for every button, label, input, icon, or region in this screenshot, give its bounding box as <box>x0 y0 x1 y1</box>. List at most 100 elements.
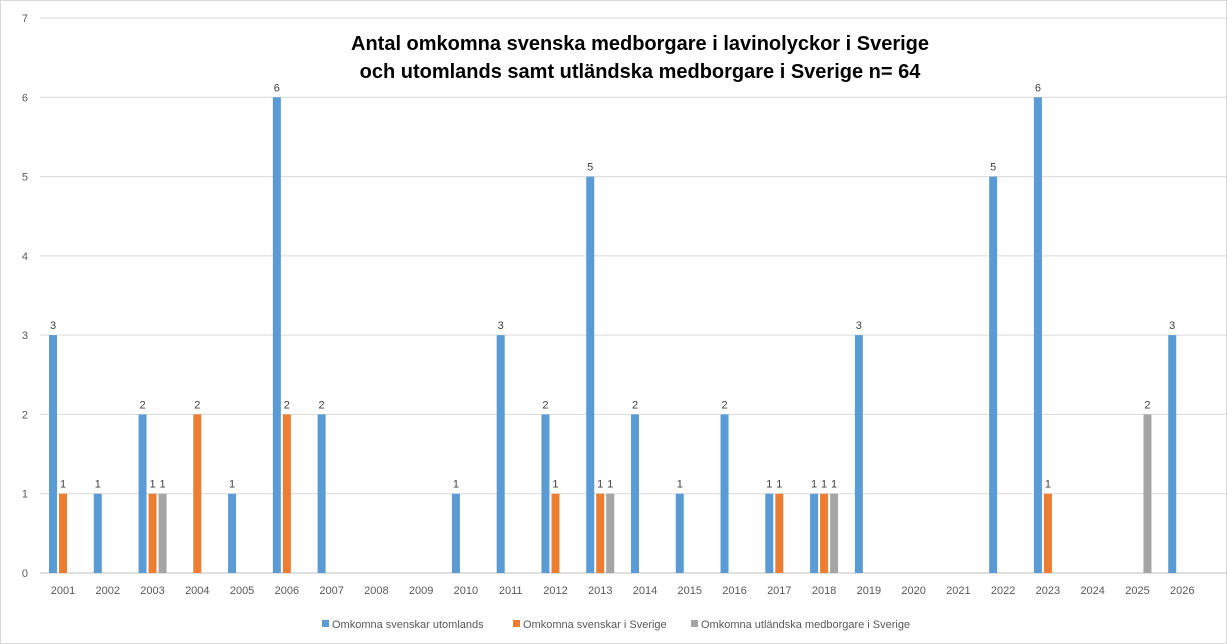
data-label: 1 <box>776 479 782 491</box>
x-tick-label: 2001 <box>51 585 75 597</box>
bar <box>451 493 460 573</box>
bar <box>93 493 102 573</box>
y-tick-label: 4 <box>22 251 28 263</box>
bar <box>1033 97 1042 574</box>
bar <box>775 493 784 573</box>
data-label: 1 <box>607 479 613 491</box>
bar <box>317 414 326 573</box>
x-tick-label: 2021 <box>946 585 970 597</box>
x-tick-label: 2005 <box>230 585 254 597</box>
bar <box>193 414 202 573</box>
bar <box>586 176 595 574</box>
bar <box>49 335 57 573</box>
bar <box>631 414 639 573</box>
bar <box>541 414 550 573</box>
x-tick-label: 2009 <box>409 585 433 597</box>
legend-label: Omkomna utländska medborgare i Sverige <box>701 619 910 631</box>
data-label: 1 <box>677 479 683 491</box>
x-tick-label: 2019 <box>857 585 881 597</box>
data-label: 6 <box>1035 82 1041 94</box>
data-label: 2 <box>1144 399 1150 411</box>
legend-swatch <box>691 620 698 627</box>
bar <box>765 493 774 573</box>
data-label: 5 <box>587 162 593 174</box>
data-label: 1 <box>552 479 558 491</box>
data-label: 2 <box>194 399 200 411</box>
data-label: 2 <box>632 399 638 411</box>
data-label: 1 <box>149 479 155 491</box>
data-label: 1 <box>159 479 165 491</box>
x-tick-label: 2006 <box>275 585 299 597</box>
x-tick-label: 2020 <box>901 585 925 597</box>
bar <box>675 493 684 573</box>
data-label: 2 <box>284 399 290 411</box>
y-tick-label: 6 <box>22 92 28 104</box>
legend-swatch <box>322 620 329 627</box>
data-label: 1 <box>1045 479 1051 491</box>
x-tick-label: 2008 <box>364 585 388 597</box>
bar <box>282 414 291 573</box>
data-label: 3 <box>50 320 56 332</box>
x-tick-label: 2013 <box>588 585 612 597</box>
bar <box>148 493 157 573</box>
bar <box>496 335 505 573</box>
chart-title-line-2: och utomlands samt utländska medborgare … <box>359 61 921 83</box>
x-tick-label: 2007 <box>319 585 343 597</box>
data-label: 6 <box>274 82 280 94</box>
legend-label: Omkomna svenskar utomlands <box>332 619 484 631</box>
data-label: 2 <box>139 399 145 411</box>
data-label: 1 <box>766 479 772 491</box>
bar <box>854 335 863 573</box>
bar <box>551 493 560 573</box>
bar <box>59 493 67 573</box>
bar <box>830 493 839 573</box>
y-tick-label: 7 <box>22 13 28 25</box>
x-tick-label: 2018 <box>812 585 836 597</box>
y-tick-label: 1 <box>22 489 28 501</box>
x-tick-label: 2004 <box>185 585 209 597</box>
y-tick-label: 2 <box>22 409 28 421</box>
bar <box>228 493 237 573</box>
x-tick-label: 2017 <box>767 585 791 597</box>
y-tick-label: 5 <box>22 172 28 184</box>
bar <box>989 176 998 574</box>
data-label: 1 <box>821 479 827 491</box>
bar <box>272 97 281 574</box>
data-label: 2 <box>542 399 548 411</box>
data-label: 1 <box>597 479 603 491</box>
legend-label: Omkomna svenskar i Sverige <box>523 619 667 631</box>
data-label: 2 <box>319 399 325 411</box>
data-label: 1 <box>811 479 817 491</box>
data-label: 1 <box>95 479 101 491</box>
data-label: 1 <box>453 479 459 491</box>
x-tick-label: 2012 <box>543 585 567 597</box>
data-label: 1 <box>229 479 235 491</box>
x-tick-label: 2026 <box>1170 585 1194 597</box>
data-label: 3 <box>1169 320 1175 332</box>
bar <box>596 493 605 573</box>
bar <box>1143 414 1152 573</box>
data-label: 1 <box>831 479 837 491</box>
x-tick-label: 2014 <box>633 585 657 597</box>
data-label: 3 <box>856 320 862 332</box>
x-tick-label: 2022 <box>991 585 1015 597</box>
x-tick-label: 2024 <box>1080 585 1104 597</box>
x-tick-label: 2010 <box>454 585 478 597</box>
bar <box>606 493 615 573</box>
data-label: 1 <box>60 479 66 491</box>
x-tick-label: 2003 <box>140 585 164 597</box>
legend-swatch <box>513 620 520 627</box>
data-label: 2 <box>721 399 727 411</box>
bar <box>810 493 819 573</box>
y-tick-label: 0 <box>22 568 28 580</box>
bar <box>720 414 729 573</box>
x-tick-label: 2015 <box>678 585 702 597</box>
x-tick-label: 2011 <box>499 585 523 597</box>
x-tick-label: 2016 <box>722 585 746 597</box>
x-tick-label: 2025 <box>1125 585 1149 597</box>
data-label: 5 <box>990 162 996 174</box>
data-label: 3 <box>498 320 504 332</box>
chart-title-line-1: Antal omkomna svenska medborgare i lavin… <box>351 33 929 55</box>
bar <box>1168 335 1177 573</box>
